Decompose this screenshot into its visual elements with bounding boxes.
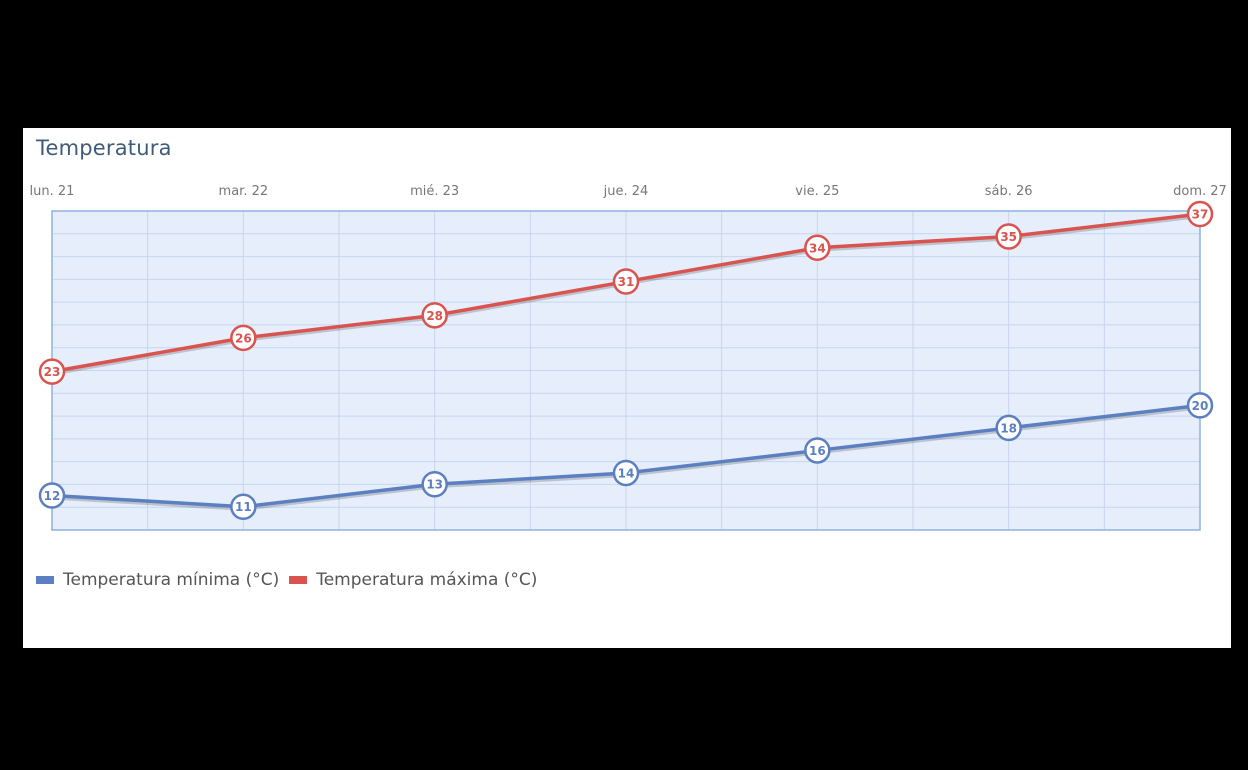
legend-label-max: Temperatura máxima (°C) — [316, 570, 538, 590]
x-tick-label: mié. 23 — [410, 184, 459, 199]
data-point — [612, 268, 640, 295]
data-point — [230, 493, 257, 520]
data-point — [421, 302, 448, 329]
legend-item-max[interactable]: Temperatura máxima (°C) — [289, 570, 537, 590]
legend-swatch-min — [36, 576, 54, 584]
data-point — [612, 459, 640, 487]
data-label: 35 — [1000, 230, 1017, 244]
data-point — [38, 358, 66, 385]
data-point — [804, 437, 831, 464]
data-label: 11 — [235, 500, 252, 514]
data-label: 12 — [44, 489, 61, 503]
x-tick-label: dom. 27 — [1173, 184, 1227, 199]
data-label: 13 — [426, 478, 443, 492]
data-point — [1186, 392, 1214, 419]
data-label: 26 — [235, 331, 252, 345]
data-point — [804, 234, 831, 262]
data-label: 34 — [809, 241, 826, 255]
data-label: 14 — [618, 466, 635, 480]
chart-title: Temperatura — [36, 136, 172, 160]
x-tick-label: mar. 22 — [219, 184, 269, 199]
series-1: 23 26 28 31 34 35 37 — [38, 200, 1214, 385]
line-chart: lun. 21 mar. 22 mié. 23 jue. 24 vie. 25 sáb. … — [30, 184, 1227, 531]
x-tick-label: vie. 25 — [795, 184, 839, 199]
x-tick-label: jue. 24 — [603, 184, 649, 199]
series-0: 12 11 13 14 16 18 20 — [38, 392, 1214, 520]
data-point — [1186, 200, 1214, 228]
data-label: 20 — [1192, 399, 1209, 413]
legend-swatch-max — [289, 576, 308, 584]
data-label: 31 — [618, 275, 635, 289]
data-label: 23 — [44, 365, 61, 379]
x-tick-label: lun. 21 — [30, 184, 75, 199]
data-label: 16 — [809, 444, 826, 458]
data-point — [38, 482, 66, 509]
legend-item-min[interactable]: Temperatura mínima (°C) — [36, 570, 279, 590]
legend: Temperatura mínima (°C) Temperatura máxi… — [36, 570, 547, 590]
data-point — [995, 414, 1022, 442]
data-point — [995, 223, 1022, 250]
data-label: 37 — [1192, 208, 1209, 222]
chart-panel: Temperatura lun. 21 mar. 22 mié. 23 jue. 24… — [23, 128, 1231, 648]
data-point — [230, 324, 257, 352]
x-tick-label: sáb. 26 — [985, 184, 1033, 199]
data-label: 18 — [1000, 421, 1017, 435]
data-label: 28 — [426, 309, 443, 323]
legend-label-min: Temperatura mínima (°C) — [63, 570, 280, 590]
data-point — [421, 470, 448, 498]
